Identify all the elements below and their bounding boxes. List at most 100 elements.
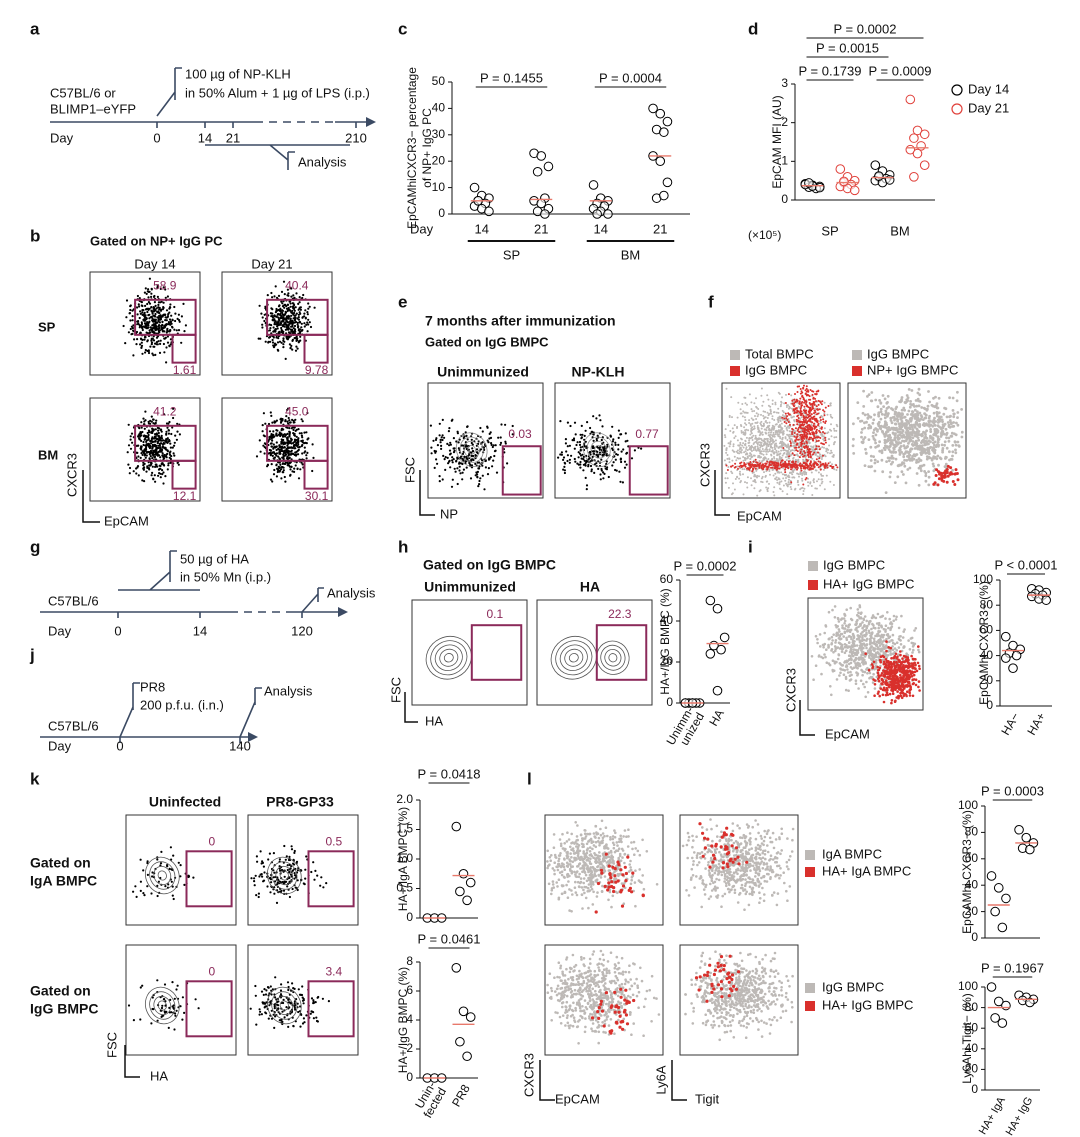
event — [814, 425, 817, 428]
event — [801, 442, 804, 445]
event — [766, 439, 769, 442]
event — [272, 473, 276, 476]
event — [894, 450, 898, 454]
event — [287, 294, 290, 297]
event — [740, 466, 743, 469]
label: Analysis — [327, 585, 376, 600]
event — [779, 457, 782, 460]
event — [748, 422, 751, 424]
event — [611, 464, 614, 467]
event — [273, 344, 276, 347]
event — [825, 474, 828, 477]
event — [807, 415, 810, 418]
event — [266, 465, 269, 468]
event — [159, 318, 162, 321]
event — [786, 415, 789, 418]
event — [732, 443, 735, 446]
event — [129, 435, 132, 438]
event — [791, 428, 794, 431]
event — [810, 485, 813, 487]
event — [291, 338, 294, 341]
event — [950, 431, 954, 435]
event — [952, 421, 955, 424]
event — [750, 455, 753, 458]
event — [744, 402, 747, 405]
event — [309, 325, 313, 329]
event — [306, 330, 309, 333]
event — [277, 294, 281, 297]
event — [782, 484, 785, 487]
event — [813, 427, 816, 430]
arrow-head — [248, 732, 258, 742]
event — [162, 342, 165, 346]
event — [494, 444, 497, 447]
event — [750, 430, 753, 433]
event — [312, 456, 315, 459]
event — [297, 313, 300, 316]
event — [143, 462, 146, 465]
event — [299, 468, 302, 471]
event — [786, 493, 789, 496]
event — [773, 435, 776, 438]
event — [811, 393, 814, 396]
event — [803, 398, 805, 401]
event — [156, 465, 159, 468]
event — [290, 427, 293, 430]
event — [750, 401, 753, 404]
event — [172, 416, 175, 420]
event — [151, 471, 154, 474]
event — [128, 472, 131, 475]
event — [801, 435, 804, 438]
event — [307, 437, 310, 440]
event — [744, 433, 746, 436]
event — [744, 422, 746, 425]
event — [499, 441, 503, 444]
event — [435, 458, 438, 461]
event — [945, 446, 949, 450]
label: Unimmunized — [437, 364, 529, 380]
event — [752, 443, 755, 445]
event — [626, 439, 629, 442]
event — [790, 435, 792, 438]
event — [777, 425, 780, 428]
event — [788, 476, 791, 479]
event — [739, 412, 742, 415]
event — [585, 488, 588, 491]
event — [814, 397, 817, 400]
event — [270, 442, 273, 445]
event — [138, 438, 141, 441]
event — [172, 452, 175, 455]
event — [815, 420, 818, 423]
event — [147, 349, 150, 352]
event — [781, 409, 784, 412]
event — [160, 442, 163, 445]
event — [595, 437, 598, 441]
event — [787, 460, 790, 463]
event — [288, 320, 292, 323]
event — [924, 471, 928, 475]
event — [817, 390, 820, 393]
event — [786, 433, 789, 436]
event — [751, 439, 754, 441]
event — [617, 448, 620, 451]
event — [156, 295, 159, 298]
event — [161, 320, 164, 323]
event — [148, 290, 151, 293]
event — [162, 306, 165, 309]
event — [815, 445, 818, 448]
event — [815, 393, 818, 396]
event — [824, 455, 827, 458]
event — [625, 451, 629, 454]
label: IgG BMPC — [867, 346, 929, 361]
event — [879, 417, 883, 421]
event — [278, 319, 281, 322]
event — [145, 450, 149, 453]
event — [142, 440, 145, 444]
event — [167, 462, 170, 465]
event — [809, 481, 812, 484]
event — [285, 305, 288, 308]
event — [920, 444, 924, 447]
event — [746, 403, 748, 406]
event — [292, 305, 295, 309]
event — [801, 395, 804, 398]
